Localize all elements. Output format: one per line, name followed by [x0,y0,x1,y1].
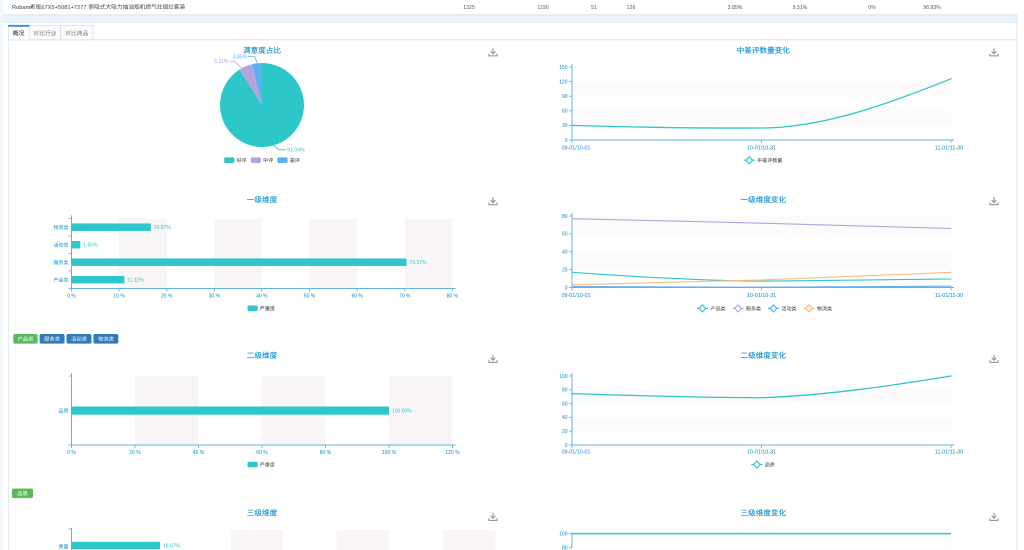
svg-text:09-01/10-01: 09-01/10-01 [561,146,590,152]
svg-text:20 %: 20 % [129,450,141,456]
svg-text:11-01/11-30: 11-01/11-30 [935,146,963,152]
svg-text:70.37%: 70.37% [410,260,428,266]
svg-text:30 %: 30 % [209,294,221,300]
svg-text:120: 120 [559,79,568,85]
svg-text:0 %: 0 % [67,450,76,456]
svg-text:70 %: 70 % [399,294,411,300]
svg-text:30: 30 [562,123,568,129]
svg-text:60: 60 [562,232,568,238]
svg-text:100: 100 [559,531,568,537]
svg-text:20: 20 [562,429,568,435]
svg-text:60: 60 [562,401,568,407]
svg-text:80: 80 [562,388,568,394]
svg-text:50 %: 50 % [304,294,316,300]
svg-text:9.51%: 9.51% [793,5,808,11]
svg-text:80: 80 [562,214,568,220]
svg-text:09-01/10-01: 09-01/10-01 [561,293,590,299]
svg-text:20 %: 20 % [161,294,173,300]
svg-text:3.85%: 3.85% [728,5,743,11]
svg-text:100: 100 [559,374,568,380]
svg-text:91.04%: 91.04% [287,148,305,154]
svg-text:100 %: 100 % [382,450,397,456]
svg-text:11-01/11-30: 11-01/11-30 [935,293,963,299]
svg-text:1.85%: 1.85% [83,243,98,249]
svg-text:16.67%: 16.67% [154,225,172,231]
svg-text:0: 0 [565,443,568,449]
svg-text:60 %: 60 % [256,450,268,456]
svg-text:126: 126 [627,5,636,11]
svg-text:0: 0 [565,285,568,291]
svg-text:40: 40 [562,415,568,421]
svg-text:40 %: 40 % [193,450,205,456]
svg-text:96.93%: 96.93% [923,5,941,11]
svg-text:90: 90 [562,94,568,100]
svg-text:80 %: 80 % [320,450,332,456]
svg-text:150: 150 [559,65,568,71]
svg-text:11-01/11-30: 11-01/11-30 [935,450,963,456]
svg-text:0: 0 [565,138,568,144]
svg-text:0%: 0% [868,5,876,11]
svg-text:60 %: 60 % [351,294,363,300]
svg-text:120 %: 120 % [445,450,460,456]
svg-text:40 %: 40 % [256,294,268,300]
svg-text:1190: 1190 [537,5,548,11]
svg-text:10-01/10-31: 10-01/10-31 [747,293,776,299]
svg-text:3.85%: 3.85% [233,54,248,60]
svg-text:10 %: 10 % [113,294,125,300]
svg-text:Robam/: Robam/ [12,5,32,11]
svg-text:80 %: 80 % [447,294,459,300]
svg-text:80: 80 [562,545,568,550]
svg-text:16.67%: 16.67% [163,544,181,550]
svg-text:0 %: 0 % [67,294,76,300]
svg-text:40: 40 [562,250,568,256]
svg-text:09-01/10-01: 09-01/10-01 [561,450,590,456]
svg-text:67X5+5081+7277: 67X5+5081+7277 [41,5,86,11]
svg-text:10-01/10-31: 10-01/10-31 [747,146,776,152]
svg-text:20: 20 [562,267,568,273]
svg-text:60: 60 [562,109,568,115]
svg-text:10-01/10-31: 10-01/10-31 [747,450,776,456]
svg-text:5.11%: 5.11% [214,59,229,65]
svg-text:51: 51 [591,5,597,11]
svg-text:11.11%: 11.11% [127,278,144,284]
svg-text:100.00%: 100.00% [392,408,412,414]
svg-text:1325: 1325 [463,5,475,11]
